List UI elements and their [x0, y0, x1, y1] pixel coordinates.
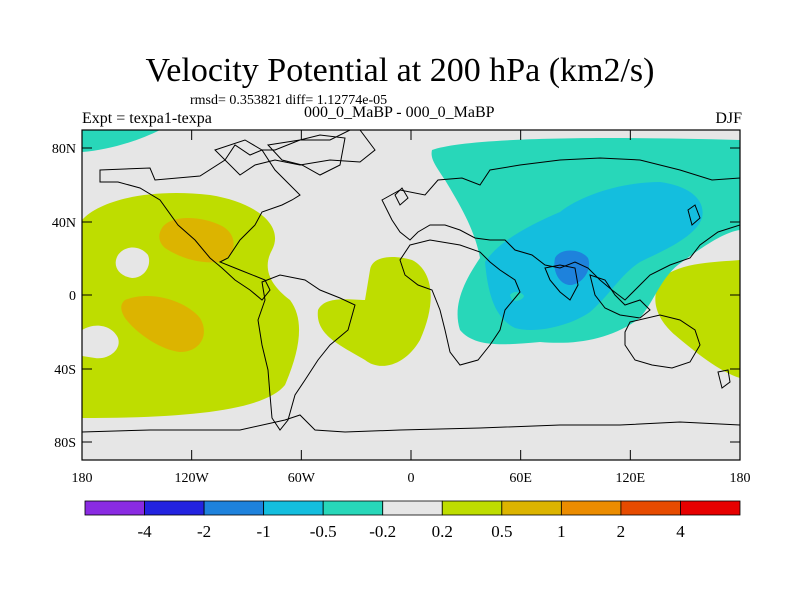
- contour-zero-hole-2: [82, 325, 119, 359]
- plot-title: Velocity Potential at 200 hPa (km2/s): [145, 52, 655, 89]
- experiment-label: Expt = texpa1-texpa: [82, 110, 212, 127]
- colorbar-swatch: [322, 500, 384, 516]
- colorbar-swatch: [382, 500, 443, 516]
- coastline-japan: [687, 204, 701, 226]
- stats-label: rmsd= 0.353821 diff= 1.12774e-05: [190, 93, 388, 108]
- colorbar-swatch: [263, 500, 324, 516]
- coastlines: [82, 130, 740, 433]
- lon-tick-label: 0: [408, 471, 415, 486]
- contour-negative-arctic: [82, 130, 160, 152]
- colorbar-swatch: [680, 500, 741, 516]
- colorbar-label: -1: [257, 522, 271, 541]
- colorbar-label: 0.2: [432, 522, 453, 541]
- lon-tick-label: 180: [730, 471, 751, 486]
- contour-positive-atlantic: [317, 257, 431, 366]
- contour-negative-spot: [510, 292, 524, 301]
- colorbar-label: -0.2: [369, 522, 396, 541]
- colorbar-swatch: [560, 500, 622, 516]
- coastline-africa: [399, 239, 521, 366]
- lon-tick-label: 60W: [288, 471, 316, 486]
- contour-positive-high-north: [159, 217, 234, 263]
- lat-tick-label: 0: [69, 289, 76, 304]
- colorbar-swatch: [441, 500, 503, 516]
- colorbar-swatch: [144, 500, 205, 516]
- lon-tick-label: 180: [72, 471, 93, 486]
- lon-tick-label: 120W: [175, 471, 210, 486]
- colorbar-label: -2: [197, 522, 211, 541]
- coastline-australia: [624, 314, 701, 369]
- longitude-axis: 180 120W 60W 0 60E 120E 180: [72, 130, 751, 486]
- coastline-uk: [394, 187, 409, 206]
- colorbar-swatch: [84, 500, 145, 516]
- lat-tick-label: 80N: [52, 142, 76, 157]
- lon-tick-label: 60E: [509, 471, 532, 486]
- contour-zero-hole-1: [115, 247, 150, 278]
- coastline-se-asia: [589, 274, 651, 319]
- lat-tick-label: 80S: [54, 436, 76, 451]
- contour-positive-high-south: [121, 296, 204, 352]
- lat-tick-label: 40N: [52, 216, 76, 231]
- season-label: DJF: [715, 110, 742, 127]
- coastline-antarctica: [82, 414, 740, 433]
- contour-positive-westpac: [655, 260, 740, 378]
- colorbar-label: -0.5: [310, 522, 337, 541]
- coastline-south-america: [257, 274, 356, 431]
- colorbar-label: 2: [617, 522, 626, 541]
- coastline-north-america: [99, 144, 301, 301]
- coastline-canada-islands: [214, 130, 376, 176]
- colorbar-label: 1: [557, 522, 566, 541]
- coastline-india: [544, 264, 579, 301]
- colorbar-swatch: [501, 500, 562, 516]
- colorbar-swatch: [620, 500, 681, 516]
- colorbar-label: -4: [137, 522, 152, 541]
- lon-tick-label: 120E: [616, 471, 646, 486]
- contour-field: [82, 130, 740, 460]
- coastline-greenland: [266, 134, 346, 176]
- colorbar-label: 0.5: [491, 522, 512, 541]
- coastline-new-zealand: [717, 369, 731, 389]
- colorbar-label: 4: [676, 522, 685, 541]
- latitude-axis: 80N 40N 0 40S 80S: [52, 142, 740, 451]
- coastline-europe-asia: [381, 157, 740, 301]
- lat-tick-label: 40S: [54, 363, 76, 378]
- colorbar-swatch: [203, 500, 265, 516]
- period-label: 000_0_MaBP - 000_0_MaBP: [304, 104, 495, 121]
- contour-negative-mid: [485, 182, 703, 331]
- colorbar: -4 -2 -1 -0.5 -0.2 0.2 0.5 1 2 4: [84, 500, 741, 541]
